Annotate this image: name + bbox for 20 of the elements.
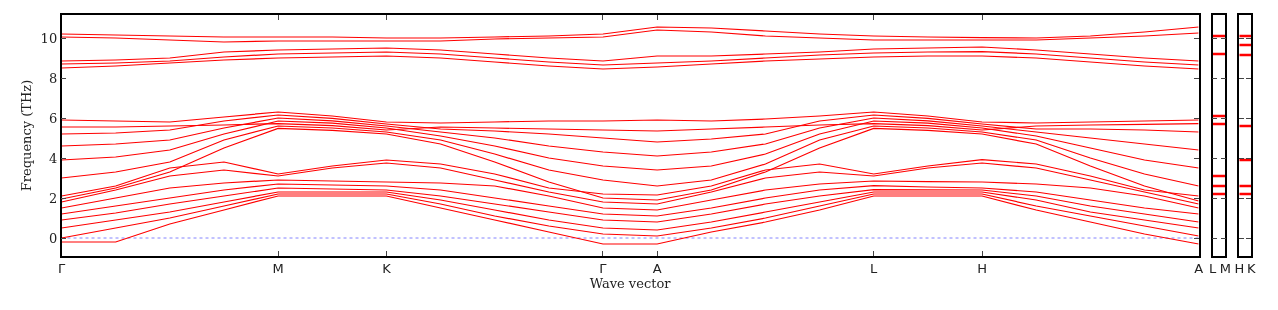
x-tick-label: M <box>1219 261 1232 277</box>
y-tick-label: 6 <box>48 110 58 126</box>
x-tick-label: K <box>382 261 392 277</box>
x-tick-label: A <box>1194 261 1204 277</box>
y-axis-title: Frequency (THz) <box>19 79 35 192</box>
y-tick-label: 4 <box>48 150 58 166</box>
x-tick-label: Γ <box>599 261 608 277</box>
y-tick-label: 10 <box>40 30 58 46</box>
x-tick-label: K <box>1246 261 1256 277</box>
x-tick-label: L <box>1208 261 1217 277</box>
x-tick-label: L <box>870 261 879 277</box>
y-tick-label: 8 <box>48 70 58 86</box>
x-axis-title: Wave vector <box>589 276 672 292</box>
x-tick-label: M <box>272 261 284 277</box>
x-tick-label: H <box>1234 261 1245 277</box>
y-tick-label: 0 <box>48 230 58 246</box>
x-tick-label: A <box>652 261 662 277</box>
x-tick-label: H <box>977 261 987 277</box>
y-tick-label: 2 <box>48 190 58 206</box>
x-tick-label: Γ <box>57 261 66 277</box>
